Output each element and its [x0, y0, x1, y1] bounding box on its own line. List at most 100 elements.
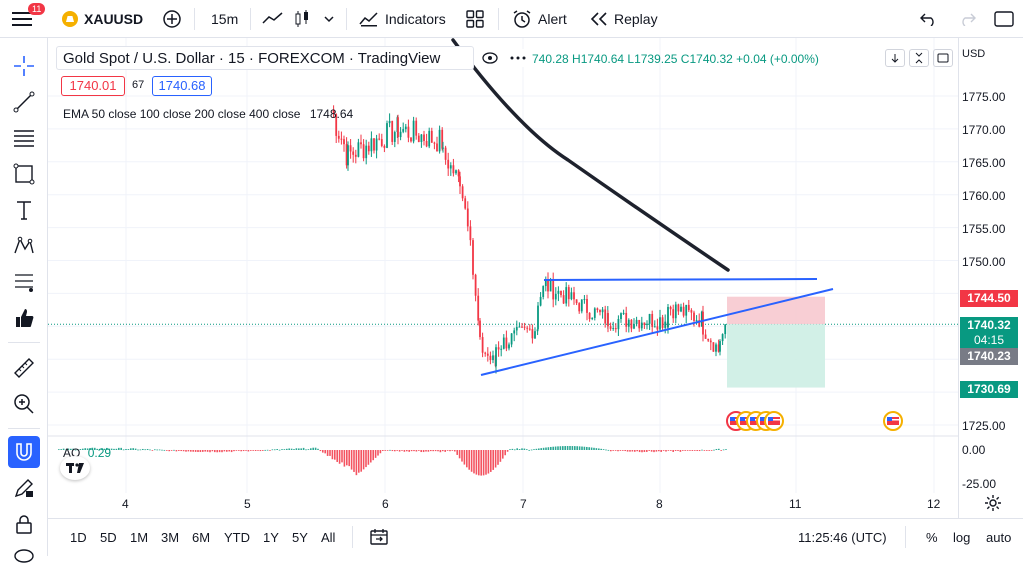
range-1m[interactable]: 1M — [130, 529, 149, 545]
currency-selector[interactable]: USD — [962, 48, 986, 60]
axis-settings-button[interactable] — [984, 494, 1002, 517]
lock-drawings-tool[interactable] — [8, 508, 40, 540]
redo-button[interactable] — [958, 0, 976, 38]
ao-bar — [161, 449, 163, 451]
templates-button[interactable] — [466, 0, 484, 38]
thumbs-up-icon — [16, 309, 34, 327]
symbol-search-button[interactable]: XAUUSD — [62, 0, 143, 38]
ao-bar — [598, 448, 600, 450]
ao-bar — [631, 450, 634, 452]
candle-chart-type-button[interactable] — [294, 0, 310, 38]
candle-body — [464, 198, 467, 209]
ema-legend[interactable]: EMA 50 close 100 close 200 close 400 clo… — [63, 107, 353, 121]
measure-tool[interactable] — [8, 352, 40, 384]
candle-body — [518, 326, 521, 328]
redo-icon — [962, 13, 976, 26]
ao-bar — [149, 449, 151, 451]
trendline-tool[interactable] — [8, 86, 40, 118]
undo-button[interactable] — [920, 0, 938, 38]
rectangle-icon — [13, 163, 35, 185]
range-6m[interactable]: 6M — [192, 529, 211, 545]
hide-drawings-tool[interactable] — [8, 540, 40, 572]
text-tool[interactable] — [8, 194, 40, 226]
ask-price-box[interactable]: 1740.68 — [152, 76, 212, 96]
candle-body — [508, 344, 510, 349]
magnet-tool[interactable] — [8, 436, 40, 468]
ao-bar — [451, 450, 454, 451]
go-to-date-button[interactable] — [370, 518, 388, 556]
ao-bar — [65, 449, 67, 451]
prediction-tool[interactable] — [8, 266, 40, 298]
legend-more-button[interactable] — [508, 49, 528, 67]
menu-button[interactable] — [12, 0, 38, 38]
collapse-pane-button[interactable] — [909, 49, 929, 67]
magnet-icon — [16, 443, 32, 461]
ao-bar — [89, 448, 91, 450]
legend-visibility-button[interactable] — [480, 49, 500, 67]
rectangle-tool[interactable] — [8, 158, 40, 190]
range-3m[interactable]: 3M — [161, 529, 180, 545]
price-axis[interactable] — [958, 38, 1023, 518]
interval-button[interactable]: 15m — [211, 11, 239, 27]
chart-type-dropdown[interactable] — [323, 0, 335, 38]
ao-bar — [691, 450, 694, 451]
ao-bar — [720, 450, 722, 451]
maximize-pane-button[interactable] — [933, 49, 953, 67]
zoom-tool[interactable] — [8, 388, 40, 420]
move-pane-down-button[interactable] — [885, 49, 905, 67]
fullscreen-button[interactable] — [994, 0, 1014, 38]
ao-bar — [434, 450, 437, 452]
ao-bar — [247, 450, 250, 452]
candle-body — [580, 299, 583, 312]
symbol-legend[interactable]: Gold Spot / U.S. Dollar · 15 · FOREXCOM … — [56, 46, 474, 70]
candle-body — [544, 279, 547, 287]
icon-tool[interactable] — [8, 302, 40, 334]
utc-clock[interactable]: 11:25:46 (UTC) — [798, 529, 887, 545]
range-5d[interactable]: 5D — [100, 529, 117, 545]
crosshair-tool[interactable] — [8, 50, 40, 82]
time-label: 7 — [520, 497, 527, 511]
candle-body — [526, 327, 529, 329]
ao-bar — [636, 450, 638, 452]
tradingview-logo[interactable] — [60, 456, 90, 480]
ao-bar — [660, 450, 662, 452]
fib-tool[interactable] — [8, 122, 40, 154]
range-all[interactable]: All — [321, 529, 336, 545]
compare-button[interactable] — [162, 0, 182, 38]
range-5y[interactable]: 5Y — [292, 529, 308, 545]
pattern-tool[interactable] — [8, 230, 40, 262]
stay-drawing-tool[interactable] — [8, 472, 40, 504]
ao-bar — [358, 450, 360, 473]
candle-body — [502, 337, 505, 349]
indicators-button[interactable]: Indicators — [359, 0, 446, 38]
chart-canvas[interactable] — [48, 38, 958, 518]
ao-bar — [214, 450, 216, 453]
candle-body — [393, 132, 396, 142]
bid-price-box[interactable]: 1740.01 — [61, 76, 125, 96]
candle-body — [709, 340, 712, 343]
ao-bar — [619, 450, 622, 451]
ao-bar — [689, 450, 691, 451]
line-chart-type-button[interactable] — [262, 0, 284, 38]
range-1y[interactable]: 1Y — [263, 529, 279, 545]
ao-bar — [144, 449, 146, 451]
ao-bar — [240, 450, 242, 452]
candle-body — [549, 279, 552, 292]
replay-button[interactable]: Replay — [590, 0, 658, 38]
log-scale-toggle[interactable]: log — [953, 529, 971, 545]
candle-body — [459, 176, 461, 187]
range-ytd[interactable]: YTD — [224, 529, 250, 545]
candle-body — [481, 337, 484, 353]
auto-scale-toggle[interactable]: auto — [986, 529, 1012, 545]
ao-bar — [722, 449, 725, 451]
ao-bar — [312, 447, 314, 450]
range-1d[interactable]: 1D — [70, 529, 87, 545]
ao-bar — [694, 450, 696, 451]
alert-button[interactable]: Alert — [512, 0, 567, 38]
candle-body — [604, 309, 607, 324]
ao-bar — [211, 450, 214, 452]
ao-bar — [427, 450, 430, 452]
support-line — [480, 288, 834, 376]
candle-body — [635, 319, 638, 325]
percent-scale-toggle[interactable]: % — [926, 529, 938, 545]
